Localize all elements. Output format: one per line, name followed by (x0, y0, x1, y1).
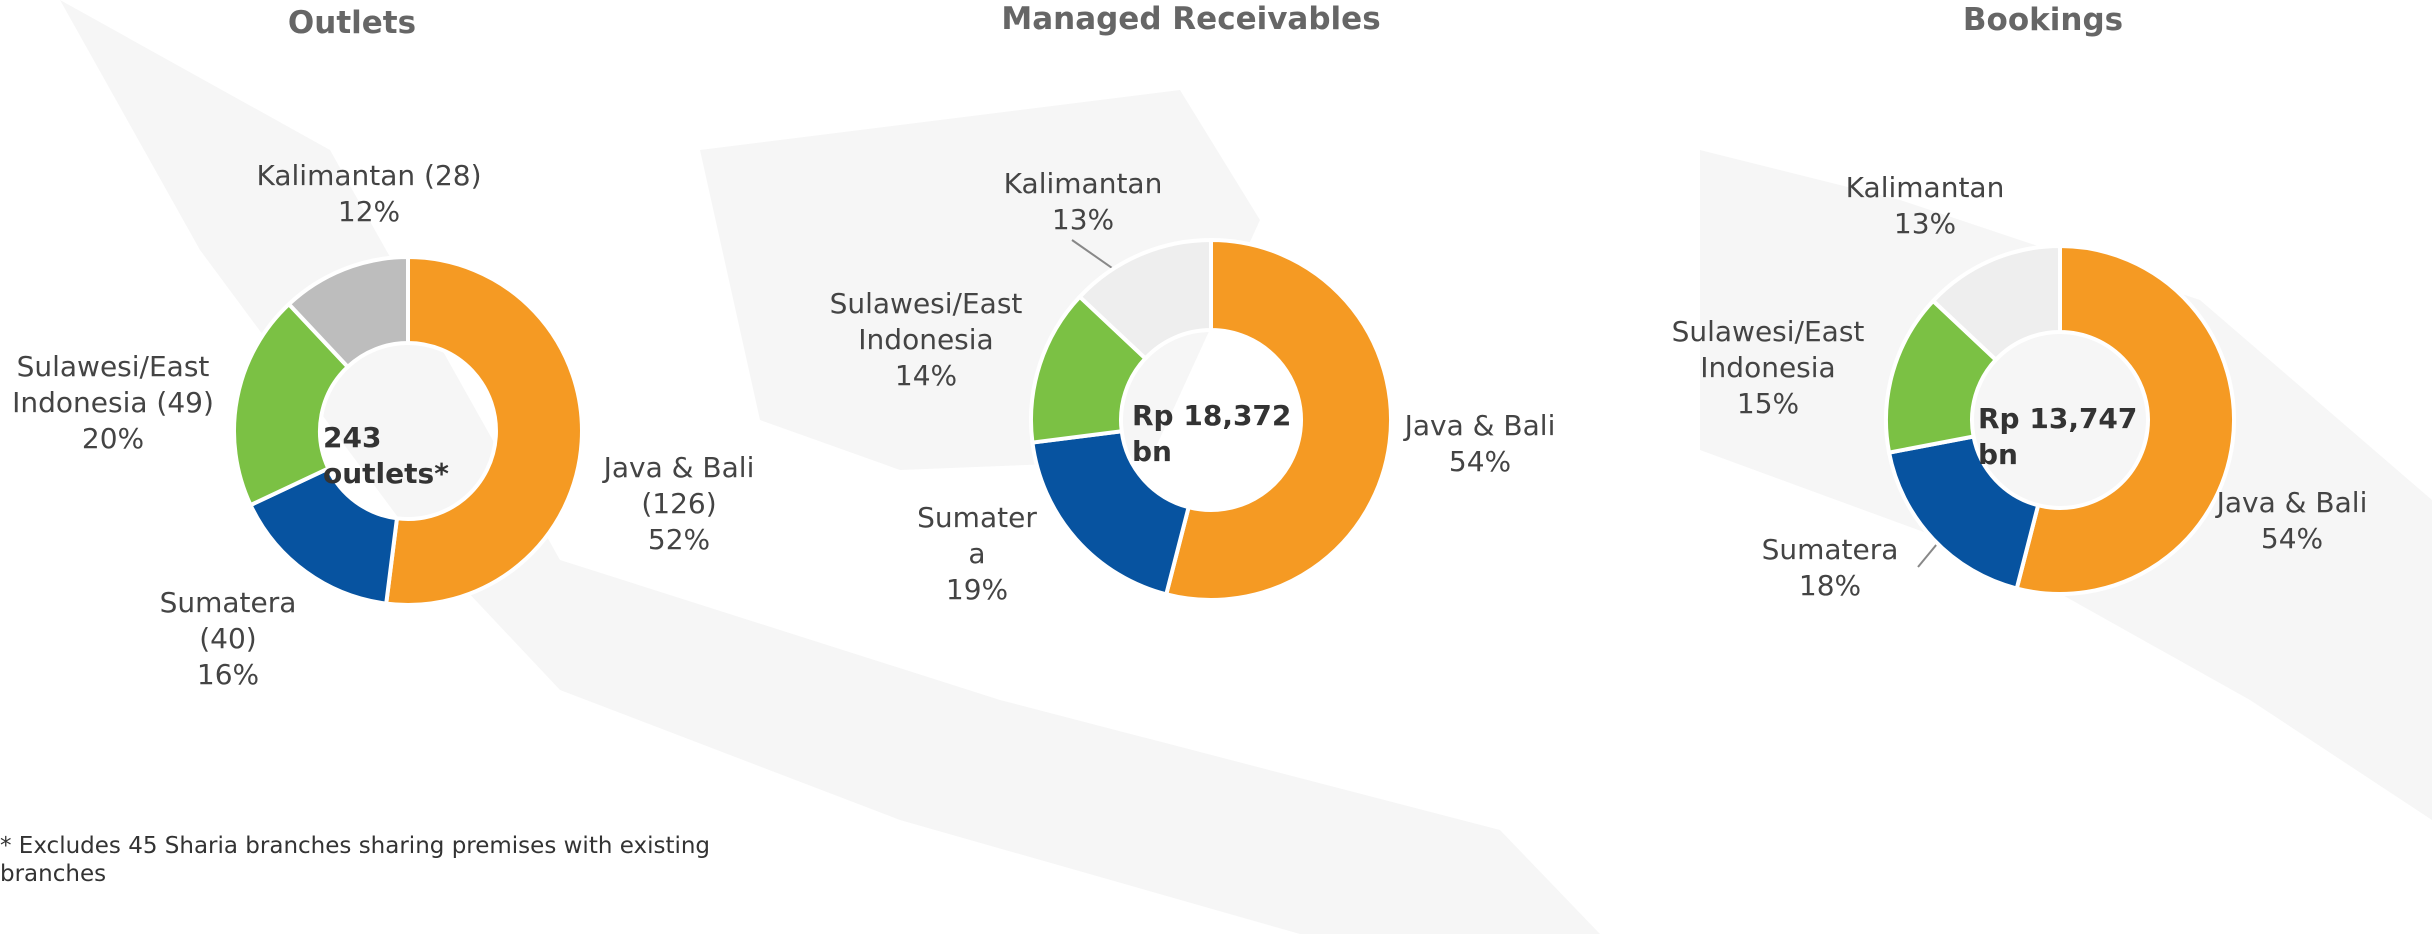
category-label: Sulawesi/East Indonesia (49) (12, 350, 214, 419)
donut-slice (232, 301, 351, 508)
chart-title: Bookings (1962, 2, 2124, 38)
category-label: Sumatera (917, 501, 1037, 570)
slice-label: Java & Bali 54% (1380, 408, 1580, 480)
donut-slice (2014, 243, 2237, 596)
donut-slice (383, 254, 584, 607)
category-label: Sumatera (40) (159, 586, 297, 655)
category-label: Sulawesi/East Indonesia (1671, 315, 1865, 384)
donut-slice (1163, 237, 1393, 602)
slice-label: Sumatera (40) 16% (128, 585, 328, 693)
value-label: 13% (1893, 207, 1957, 240)
value-label: 13% (1051, 203, 1115, 236)
category-label: Kalimantan (1003, 167, 1163, 200)
category-label: Sulawesi/East Indonesia (829, 287, 1023, 356)
donut-slice (1076, 237, 1213, 362)
donut-slice (1030, 429, 1192, 597)
slice-label: Sumatera 19% (915, 500, 1040, 608)
value-label: 54% (1448, 445, 1512, 478)
value-label: 52% (647, 523, 711, 556)
slice-label: Sulawesi/East Indonesia 14% (816, 286, 1036, 394)
center-label: 243 outlets* (323, 421, 449, 490)
value-label: 19% (945, 573, 1009, 606)
slice-label: Sumatera 18% (1730, 532, 1930, 604)
donut-slice (1930, 243, 2062, 363)
category-label: Kalimantan (28) (256, 159, 482, 192)
donut-slice (286, 254, 410, 370)
value-label: 16% (196, 658, 260, 691)
value-label: 14% (894, 359, 958, 392)
slice-label: Kalimantan 13% (1825, 170, 2025, 242)
chart-title: Outlets (287, 5, 417, 41)
center-label: Rp 13,747 bn (1978, 402, 2138, 471)
slice-label: Java & Bali 54% (2192, 485, 2392, 557)
category-label: Sumatera (1761, 533, 1899, 566)
slice-label: Sulawesi/East Indonesia 15% (1658, 314, 1878, 422)
slice-label: Java & Bali (126) 52% (569, 450, 789, 558)
map-background (60, 0, 2432, 934)
slice-label: Kalimantan (28) 12% (239, 158, 499, 230)
footnote: * Excludes 45 Sharia branches sharing pr… (0, 833, 711, 887)
category-label: Java & Bali (2216, 486, 2368, 519)
donut-slice (1886, 434, 2041, 591)
value-label: 15% (1736, 387, 1800, 420)
value-label: 18% (1798, 569, 1862, 602)
value-label: 12% (337, 195, 401, 228)
value-label: 20% (81, 422, 145, 455)
value-label: 54% (2260, 522, 2324, 555)
category-label: Kalimantan (1845, 171, 2005, 204)
chart-title: Managed Receivables (1001, 1, 1381, 37)
category-label: Java & Bali (126) (603, 451, 755, 520)
category-label: Java & Bali (1404, 409, 1556, 442)
slice-label: Sulawesi/East Indonesia (49) 20% (5, 349, 222, 457)
slice-label: Kalimantan 13% (983, 166, 1183, 238)
center-label: Rp 18,372 bn (1132, 399, 1292, 468)
